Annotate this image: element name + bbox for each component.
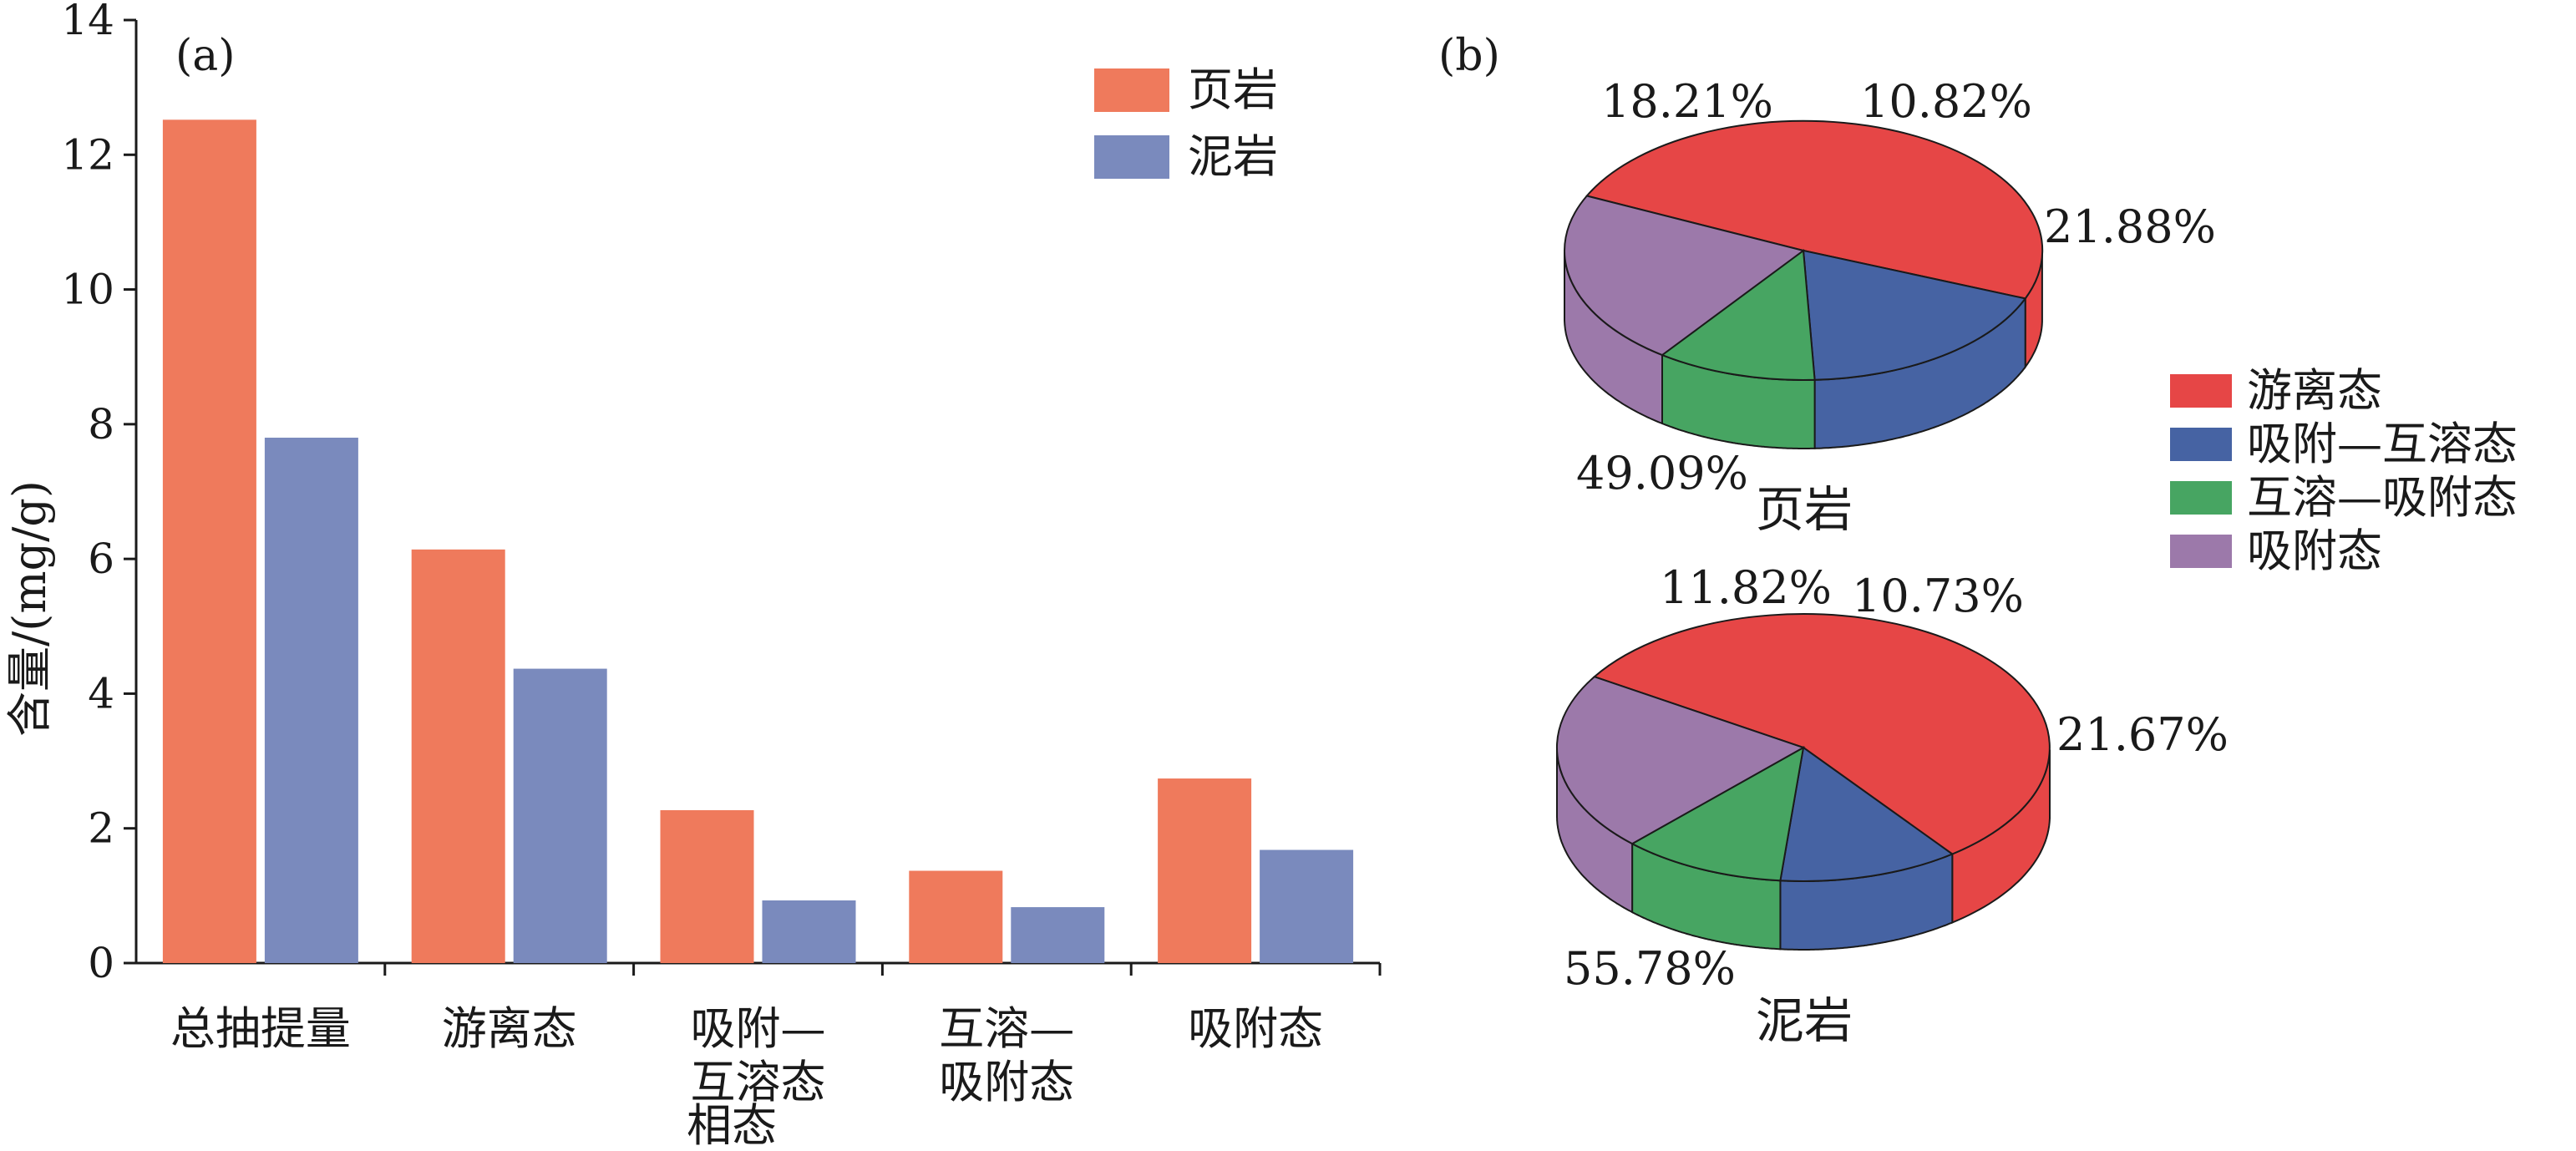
pie-chart: (b) 49.09% 18.21% 10.82% 21.88% 页岩 55.78% 11.8… <box>1438 31 2518 1049</box>
pie-0-label-2: 10.82% <box>1860 75 2032 128</box>
x-tick-label: 互溶态 <box>691 1056 826 1108</box>
pie-0-label-3: 21.88% <box>2044 200 2216 253</box>
bar-shale-4 <box>1158 778 1252 963</box>
bar-mudstone-3 <box>1011 907 1105 963</box>
pie-legend-swatch <box>2170 535 2232 568</box>
pie-0-slice-3 <box>1564 195 1806 357</box>
pie-1-slice-2 <box>1630 746 1805 882</box>
legend-label: 页岩 <box>1188 63 1278 116</box>
pie-1-title: 泥岩 <box>1756 992 1853 1049</box>
panel-b-tag: (b) <box>1438 31 1500 81</box>
y-tick-label: 14 <box>61 0 114 44</box>
pie-0-title: 页岩 <box>1756 481 1853 538</box>
pie-legend-label: 游离态 <box>2247 364 2382 417</box>
x-tick-label: 吸附态 <box>939 1056 1074 1108</box>
pie-0-slice-1 <box>1802 249 2027 381</box>
bar-shale-2 <box>660 809 754 963</box>
pie-legend-label: 互溶—吸附态 <box>2247 471 2518 524</box>
bar-mudstone-0 <box>264 437 358 963</box>
x-tick-label: 总抽提量 <box>170 1002 351 1055</box>
pie-1-slice-3 <box>1555 676 1806 845</box>
pie-0-slice-0 <box>1585 119 2044 300</box>
pie-legend-label: 吸附—互溶态 <box>2247 418 2518 470</box>
y-tick-label: 6 <box>88 535 114 583</box>
x-tick-label: 吸附— <box>691 1002 826 1055</box>
y-axis-title: 含量/(mg/g) <box>3 480 56 737</box>
pie-1-label-2: 10.73% <box>1852 570 2024 622</box>
x-tick-label: 吸附态 <box>1188 1002 1323 1055</box>
bar-mudstone-4 <box>1260 849 1354 963</box>
legend-label: 泥岩 <box>1188 130 1278 183</box>
y-tick-label: 4 <box>88 669 114 717</box>
y-tick-label: 2 <box>88 804 114 853</box>
y-tick-label: 10 <box>61 266 114 314</box>
pie-1-label-3: 21.67% <box>2056 708 2229 761</box>
pie-1-slice-1 <box>1779 746 1955 883</box>
bar-mudstone-1 <box>513 668 607 963</box>
pie-1-label-1: 11.82% <box>1660 561 1832 614</box>
bar-mudstone-2 <box>762 900 856 963</box>
bar-chart: (a) 0 2 4 6 8 10 12 14 含量/(mg/g) 总抽提量 游离态 吸附—互溶态 互溶—… <box>3 0 1382 1151</box>
pie-legend-swatch <box>2170 374 2232 408</box>
y-tick-label: 0 <box>88 939 114 987</box>
legend-swatch <box>1094 68 1169 112</box>
pie-0-label-1: 18.21% <box>1601 75 1773 128</box>
bar-shale-0 <box>162 119 256 963</box>
x-tick-label: 互溶— <box>939 1002 1074 1055</box>
pie-legend-swatch <box>2170 428 2232 461</box>
pie-1-label-0: 55.78% <box>1564 942 1736 995</box>
bar-shale-1 <box>411 549 505 963</box>
bar-shale-3 <box>909 870 1003 963</box>
x-tick-label: 游离态 <box>442 1002 577 1055</box>
pie-0-label-0: 49.09% <box>1576 447 1748 499</box>
pie-1-slice-0 <box>1592 613 2051 855</box>
x-axis-title: 相态 <box>687 1099 777 1151</box>
y-tick-label: 8 <box>88 400 114 449</box>
panel-a-tag: (a) <box>175 31 236 81</box>
legend-swatch <box>1094 135 1169 179</box>
pie-legend-swatch <box>2170 481 2232 515</box>
pie-legend-label: 吸附态 <box>2247 525 2382 577</box>
y-tick-label: 12 <box>61 130 114 179</box>
pie-0-slice-2 <box>1660 249 1816 381</box>
